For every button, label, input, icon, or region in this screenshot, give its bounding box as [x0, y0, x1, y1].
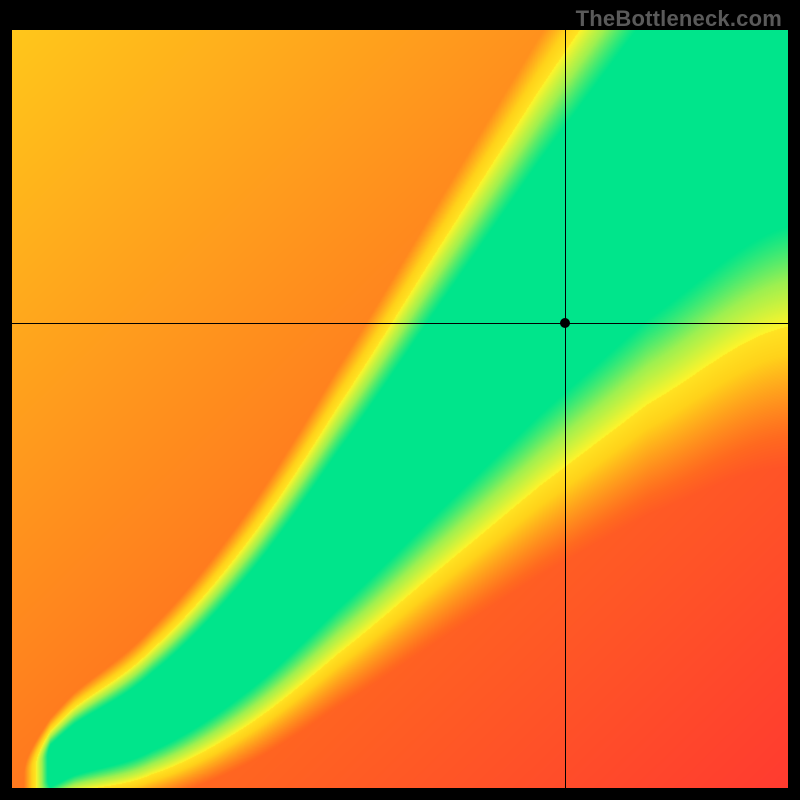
crosshair-horizontal — [12, 323, 788, 324]
watermark-label: TheBottleneck.com — [576, 6, 782, 32]
crosshair-vertical — [565, 30, 566, 788]
crosshair-marker — [560, 318, 570, 328]
chart-container: TheBottleneck.com — [0, 0, 800, 800]
plot-area — [12, 30, 788, 788]
heatmap-canvas — [12, 30, 788, 788]
